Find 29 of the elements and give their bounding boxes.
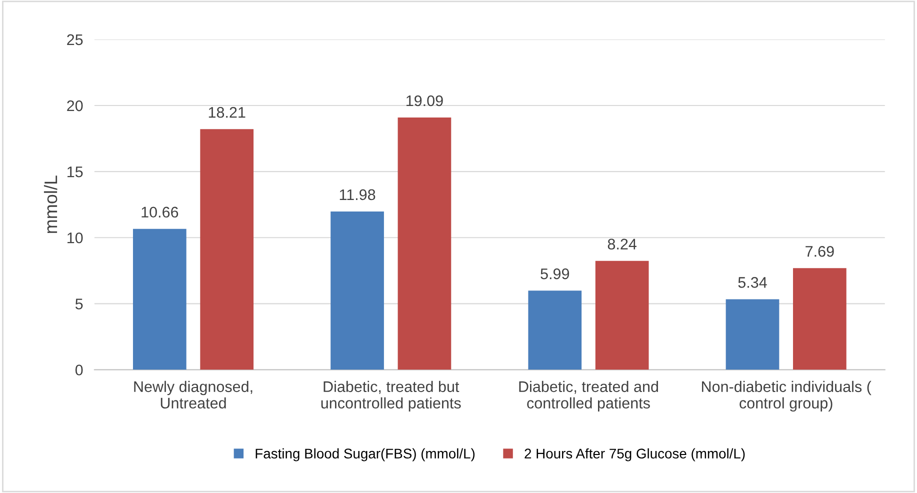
y-axis-title: mmol/L [44,176,58,233]
data-label: 11.98 [340,189,376,200]
x-tick-label: Non-diabetic individuals ( control group) [702,380,872,412]
y-tick-label: 10 [68,232,83,244]
data-label: 7.69 [806,246,834,257]
x-tick-label: Diabetic, treated and controlled patients [519,380,658,412]
data-label: 10.66 [142,206,178,218]
bar [132,228,186,370]
legend-label: Fasting Blood Sugar(FBS) (mmol/L) [256,448,475,462]
bar [726,299,780,370]
x-tick-label: Newly diagnosed, Untreated [134,380,252,409]
y-tick-label: 25 [67,34,83,46]
y-tick-label: 20 [67,100,83,112]
bar [793,268,846,370]
bar [528,290,582,370]
bar [398,118,452,370]
bar [330,211,384,370]
data-label: 18.21 [208,106,246,118]
y-tick-label: 0 [75,364,83,376]
data-label: 19.09 [406,95,443,106]
data-label: 5.99 [540,268,570,280]
bar [200,129,254,370]
bar [595,260,649,370]
y-tick-label: 5 [75,298,83,310]
data-label: 5.34 [738,277,767,288]
x-tick-label: Diabetic, treated but uncontrolled patients [321,380,461,412]
legend-label: 2 Hours After 75g Glucose (mmol/L) [524,448,745,462]
data-label: 8.24 [608,238,636,250]
y-tick-label: 15 [68,166,83,178]
